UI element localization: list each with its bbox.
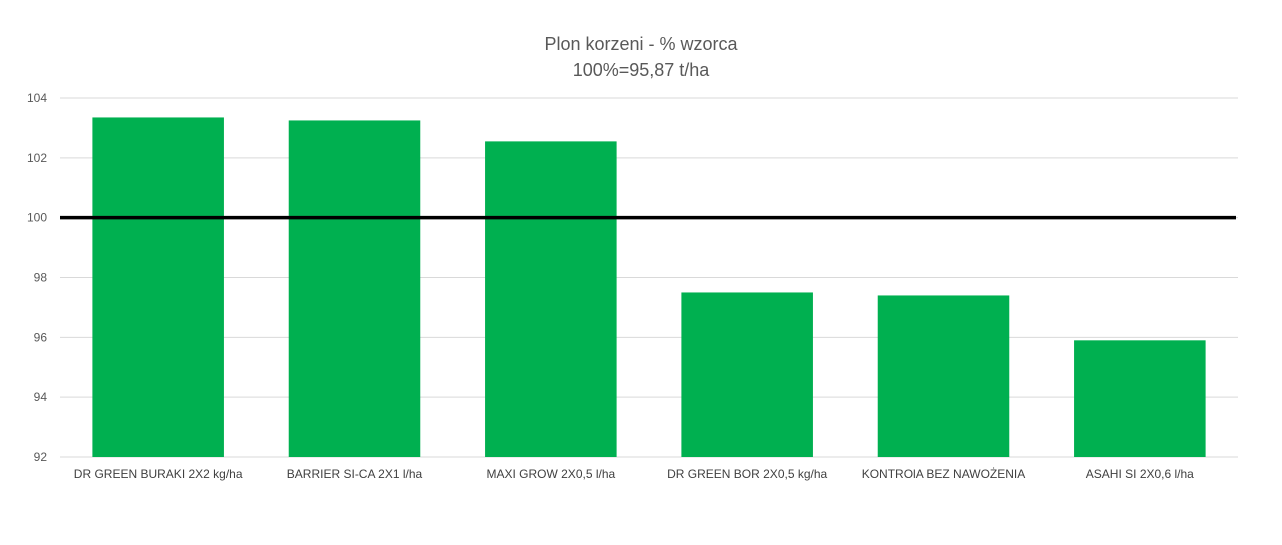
bar — [92, 117, 224, 457]
y-tick-label: 96 — [34, 330, 48, 344]
bar — [485, 141, 617, 458]
category-label: ASAHI SI 2X0,6 l/ha — [1086, 467, 1194, 481]
y-tick-label: 100 — [27, 211, 47, 225]
y-tick-label: 102 — [27, 151, 47, 165]
x-axis-category-labels: DR GREEN BURAKI 2X2 kg/ha BARRIER SI-CA 2… — [74, 467, 1194, 481]
chart-title: Plon korzeni - % wzorca — [544, 34, 738, 54]
category-label: DR GREEN BURAKI 2X2 kg/ha — [74, 467, 243, 481]
category-label: DR GREEN BOR 2X0,5 kg/ha — [667, 467, 827, 481]
category-label: KONTROlA BEZ NAWOŻENIA — [862, 467, 1026, 481]
category-label: BARRIER SI-CA 2X1 l/ha — [287, 467, 423, 481]
y-tick-label: 92 — [34, 450, 48, 464]
category-label: MAXI GROW 2X0,5 l/ha — [486, 467, 615, 481]
bar — [681, 292, 813, 457]
bar — [877, 295, 1010, 457]
y-tick-label: 98 — [34, 271, 48, 285]
bar — [288, 120, 421, 457]
y-tick-label: 94 — [34, 390, 48, 404]
bar — [1074, 340, 1206, 457]
bars — [92, 117, 1206, 458]
y-tick-label: 104 — [27, 91, 47, 105]
chart-subtitle: 100%=95,87 t/ha — [573, 60, 711, 80]
y-axis-tick-labels: 92 94 96 98 100 102 104 — [27, 91, 47, 464]
gridlines — [60, 97, 1238, 458]
